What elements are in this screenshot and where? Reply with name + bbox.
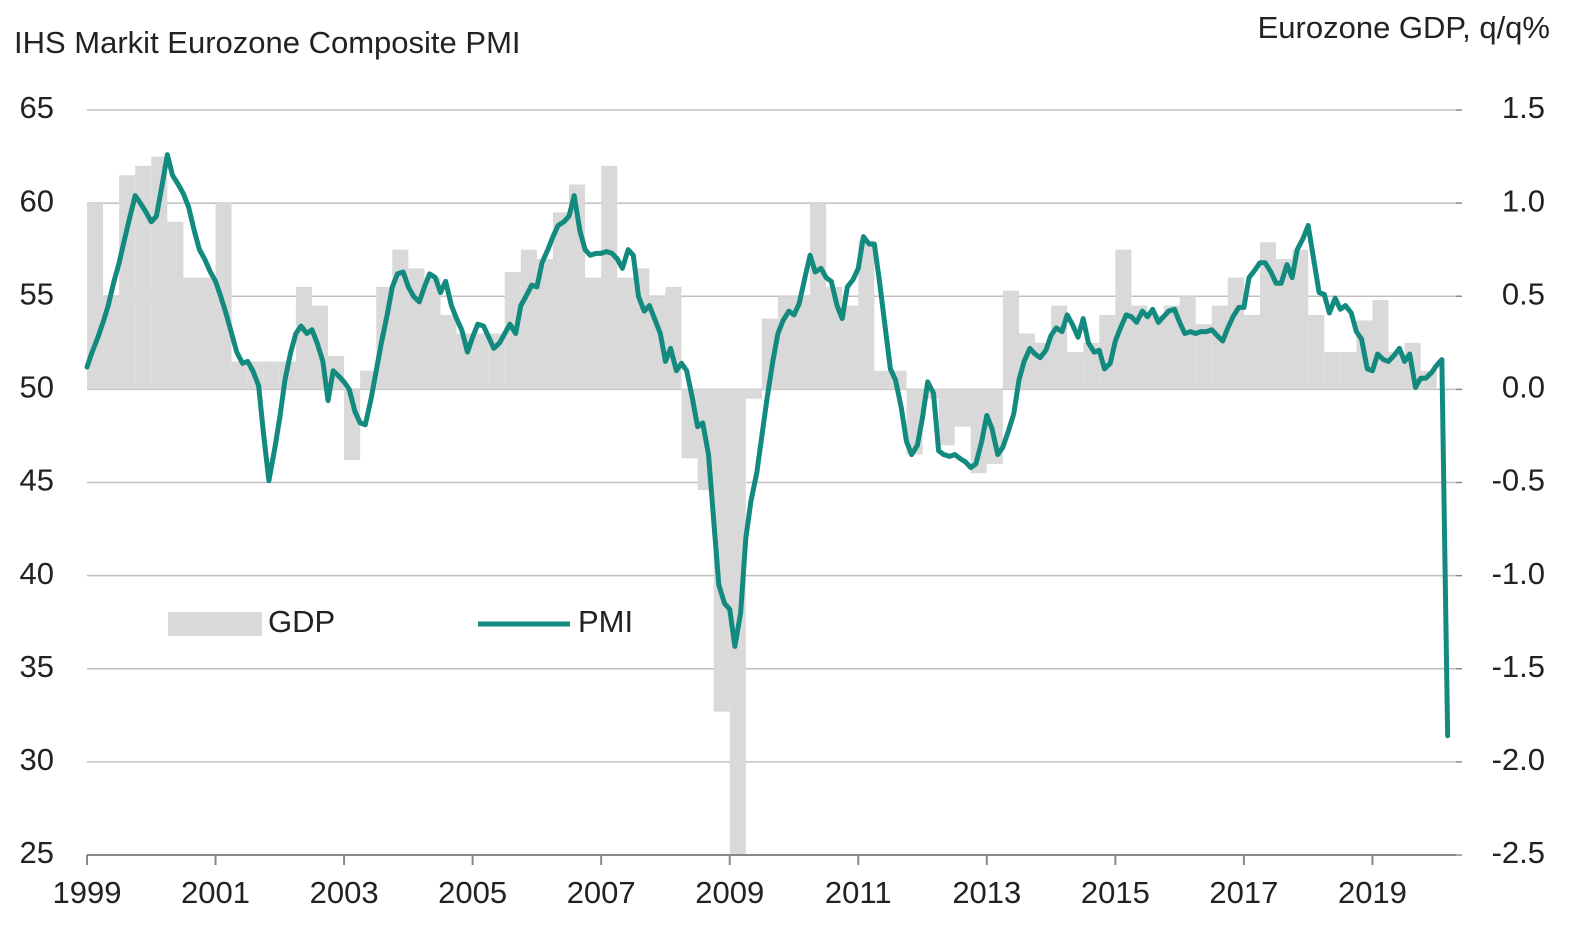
- gdp-bar: [842, 305, 859, 390]
- x-tick-label: 2013: [952, 875, 1021, 910]
- gdp-bar: [552, 212, 570, 390]
- gdp-bar: [183, 277, 200, 390]
- gdp-bar: [1067, 352, 1084, 390]
- y2-tick-label: -1.0: [1492, 556, 1545, 591]
- gdp-bar: [1292, 249, 1309, 390]
- gdp-bar: [167, 221, 184, 390]
- x-tick-label: 2009: [695, 875, 764, 910]
- gdp-bar: [1195, 324, 1212, 390]
- y2-tick-label: -2.5: [1492, 835, 1545, 870]
- y-axis-title: IHS Markit Eurozone Composite PMI: [14, 25, 521, 60]
- x-tick-label: 2007: [567, 875, 636, 910]
- y-tick-label: 30: [20, 742, 54, 777]
- gdp-bar: [713, 389, 730, 712]
- gdp-bar: [665, 286, 682, 390]
- gdp-bar: [1018, 333, 1036, 390]
- gdp-bar: [520, 249, 537, 390]
- gdp-bar: [874, 370, 891, 390]
- gdp-bar: [601, 165, 618, 390]
- y-tick-label: 50: [20, 370, 54, 405]
- gdp-bar: [1372, 299, 1389, 390]
- gdp-bar: [1276, 259, 1293, 390]
- gdp-bar: [392, 249, 409, 390]
- gdp-bar: [424, 277, 441, 390]
- gdp-bar: [1420, 370, 1437, 390]
- x-tick-label: 1999: [53, 875, 122, 910]
- x-tick-label: 2019: [1338, 875, 1407, 910]
- gdp-bar: [954, 389, 971, 427]
- y-tick-label: 45: [20, 463, 54, 498]
- gdp-bar: [585, 277, 602, 390]
- y-tick-label: 60: [20, 183, 54, 218]
- gdp-bar: [922, 389, 939, 399]
- pmi-line: [84, 152, 1451, 739]
- gdp-bar: [1002, 290, 1019, 390]
- gdp-bar: [1388, 352, 1405, 390]
- gdp-bar: [938, 389, 955, 446]
- legend-swatch: [168, 612, 262, 636]
- x-tick-label: 2015: [1081, 875, 1150, 910]
- gdp-bar: [1131, 305, 1148, 390]
- legend-label: GDP: [268, 604, 335, 639]
- y2-tick-label: 1.0: [1502, 183, 1545, 218]
- gdp-bar: [215, 203, 232, 390]
- x-tick-label: 2011: [825, 875, 892, 910]
- gdp-bar: [1083, 342, 1100, 390]
- y2-tick-label: -0.5: [1492, 463, 1545, 498]
- y2-axis-title: Eurozone GDP, q/q%: [1258, 10, 1550, 45]
- y2-tick-label: 0.5: [1502, 276, 1545, 311]
- gdp-bar: [1243, 314, 1260, 390]
- gdp-bar: [87, 203, 104, 390]
- legend-label: PMI: [578, 604, 633, 639]
- gdp-bar: [135, 165, 152, 390]
- gdp-bar: [263, 361, 280, 390]
- y2-tick-label: -2.0: [1492, 742, 1545, 777]
- x-tick-label: 2001: [181, 875, 250, 910]
- gdp-bar: [1324, 352, 1341, 390]
- y2-tick-label: 0.0: [1502, 370, 1545, 405]
- y-tick-label: 35: [20, 649, 54, 684]
- gdp-bar: [536, 259, 553, 390]
- gdp-bar: [761, 318, 778, 390]
- gdp-bar: [1227, 277, 1244, 390]
- gdp-bar: [617, 277, 634, 390]
- gdp-bar: [810, 203, 827, 390]
- y-tick-label: 25: [20, 835, 54, 870]
- gdp-bar: [1340, 352, 1357, 390]
- gdp-bar: [440, 314, 457, 390]
- gdp-bar: [970, 389, 987, 474]
- gdp-bar: [1163, 305, 1180, 390]
- y-tick-label: 55: [20, 276, 54, 311]
- gdp-bar: [231, 361, 248, 390]
- x-tick-label: 2017: [1209, 875, 1278, 910]
- gdp-bar: [472, 333, 489, 390]
- x-tick-label: 2003: [310, 875, 379, 910]
- gdp-bar: [986, 389, 1003, 464]
- x-tick-label: 2005: [438, 875, 507, 910]
- y2-tick-label: -1.5: [1492, 649, 1545, 684]
- gdp-bar: [295, 286, 312, 390]
- gdp-bar: [1147, 314, 1164, 390]
- y-tick-label: 40: [20, 556, 54, 591]
- gdp-bar: [1308, 314, 1325, 390]
- gdp-bar: [858, 240, 875, 390]
- gdp-bar: [103, 296, 120, 390]
- gdp-bar: [1211, 305, 1228, 390]
- gdp-bar: [793, 296, 811, 390]
- y-tick-label: 65: [20, 90, 54, 125]
- gdp-bar: [119, 175, 136, 390]
- gdp-bar: [1179, 296, 1196, 390]
- gdp-bar: [199, 277, 216, 390]
- gdp-bar: [745, 389, 762, 399]
- y2-tick-label: 1.5: [1502, 90, 1545, 125]
